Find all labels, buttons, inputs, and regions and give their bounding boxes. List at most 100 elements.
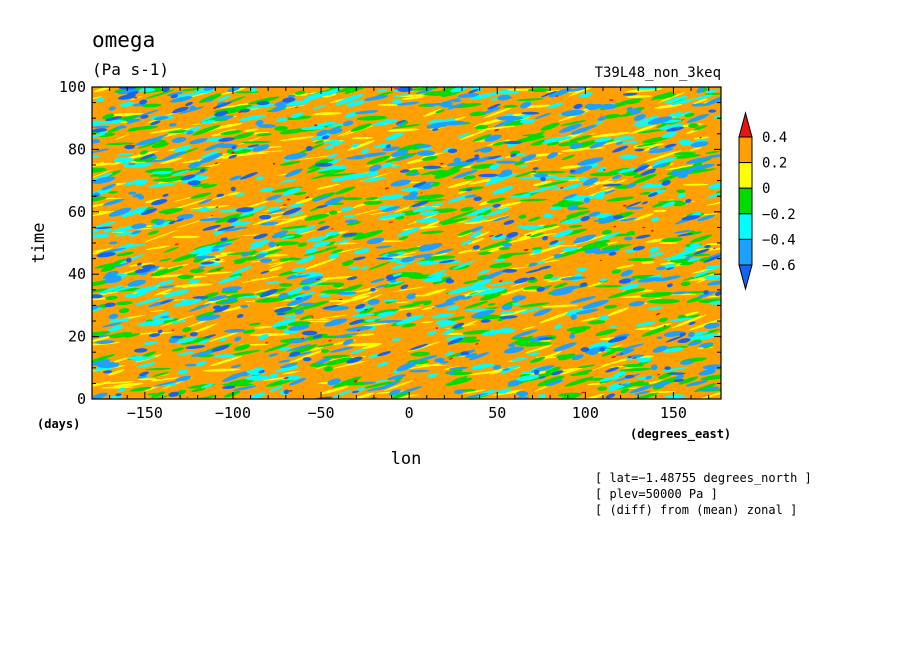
field-patch: [671, 291, 690, 295]
field-patch: [94, 340, 115, 344]
field-patch: [697, 214, 716, 222]
field-patch: [255, 253, 267, 259]
field-patch: [328, 253, 340, 259]
field-patch: [321, 233, 340, 241]
field-patch: [456, 132, 471, 139]
field-patch: [336, 291, 357, 295]
field-patch: [282, 97, 296, 103]
field-patch: [696, 88, 705, 94]
field-patch: [92, 120, 104, 126]
field-patch: [283, 389, 290, 395]
field-patch: [134, 286, 159, 293]
field-patch: [635, 321, 656, 327]
field-patch: [422, 277, 443, 283]
field-patch: [412, 181, 427, 188]
field-patch: [148, 309, 165, 313]
field-patch: [415, 217, 439, 223]
field-patch: [141, 103, 162, 108]
field-patch: [202, 368, 241, 372]
field-patch: [453, 157, 462, 163]
field-patch: [534, 175, 559, 180]
field-patch: [470, 231, 482, 238]
field-patch: [521, 326, 536, 330]
field-patch: [331, 360, 368, 369]
field-patch: [624, 374, 635, 379]
field-patch: [566, 326, 591, 332]
field-patch: [279, 178, 298, 183]
field-patch: [114, 285, 134, 292]
field-patch: [553, 282, 568, 289]
field-patch: [180, 88, 201, 92]
field-patch: [98, 285, 125, 294]
field-patch: [427, 119, 446, 123]
field-patch: [654, 275, 682, 282]
field-patch: [324, 231, 340, 236]
field-patch: [395, 314, 424, 325]
field-patch: [673, 229, 692, 234]
field-patch: [355, 303, 366, 310]
field-patch: [320, 349, 330, 353]
field-patch: [576, 267, 588, 272]
field-patch: [626, 106, 633, 111]
field-patch: [553, 253, 563, 258]
field-patch: [715, 291, 721, 297]
field-patch: [427, 372, 439, 378]
field-patch: [227, 297, 238, 302]
field-patch: [541, 304, 579, 308]
field-patch: [316, 343, 335, 348]
field-patch: [458, 249, 473, 254]
field-patch: [372, 310, 399, 320]
field-patch: [422, 146, 433, 151]
field-patch: [335, 239, 350, 245]
field-patch: [605, 367, 620, 373]
field-patch: [678, 376, 698, 385]
y-tick-label: 60: [68, 203, 86, 221]
field-patch: [204, 142, 224, 151]
field-patch: [329, 346, 355, 353]
field-patch: [121, 160, 130, 165]
field-patch: [211, 242, 232, 249]
field-patch: [594, 137, 612, 143]
field-patch: [167, 91, 184, 97]
field-patch: [648, 192, 658, 197]
field-patch: [153, 116, 169, 121]
field-patch: [688, 318, 721, 331]
field-patch: [227, 378, 256, 386]
field-patch: [416, 355, 438, 362]
field-patch: [568, 224, 583, 228]
field-patch: [324, 196, 344, 206]
field-patch: [168, 337, 180, 344]
field-patch: [578, 92, 593, 98]
field-patch: [99, 247, 127, 254]
field-patch: [140, 208, 158, 216]
field-patch: [432, 128, 439, 131]
field-patch: [576, 393, 605, 399]
field-patch: [396, 361, 417, 372]
field-patch: [686, 113, 709, 123]
field-patch: [421, 156, 438, 161]
field-patch: [601, 139, 625, 146]
field-patch: [119, 253, 146, 265]
field-patch: [250, 278, 268, 281]
field-patch: [643, 146, 656, 152]
field-patch: [633, 213, 654, 221]
field-patch: [511, 302, 521, 306]
field-patch: [457, 229, 474, 236]
field-patch: [265, 342, 269, 344]
field-patch: [401, 96, 424, 100]
field-patch: [302, 276, 324, 284]
field-patch: [370, 287, 376, 292]
field-patch: [230, 364, 242, 369]
field-patch: [322, 93, 337, 98]
field-patch: [96, 252, 116, 258]
field-patch: [153, 380, 179, 387]
field-patch: [306, 236, 328, 242]
field-patch: [703, 95, 721, 106]
field-patch: [353, 248, 371, 255]
field-patch: [269, 373, 279, 379]
field-patch: [520, 101, 532, 109]
field-patch: [664, 394, 686, 399]
field-patch: [158, 285, 176, 289]
field-patch: [139, 99, 148, 105]
field-patch: [168, 220, 176, 225]
